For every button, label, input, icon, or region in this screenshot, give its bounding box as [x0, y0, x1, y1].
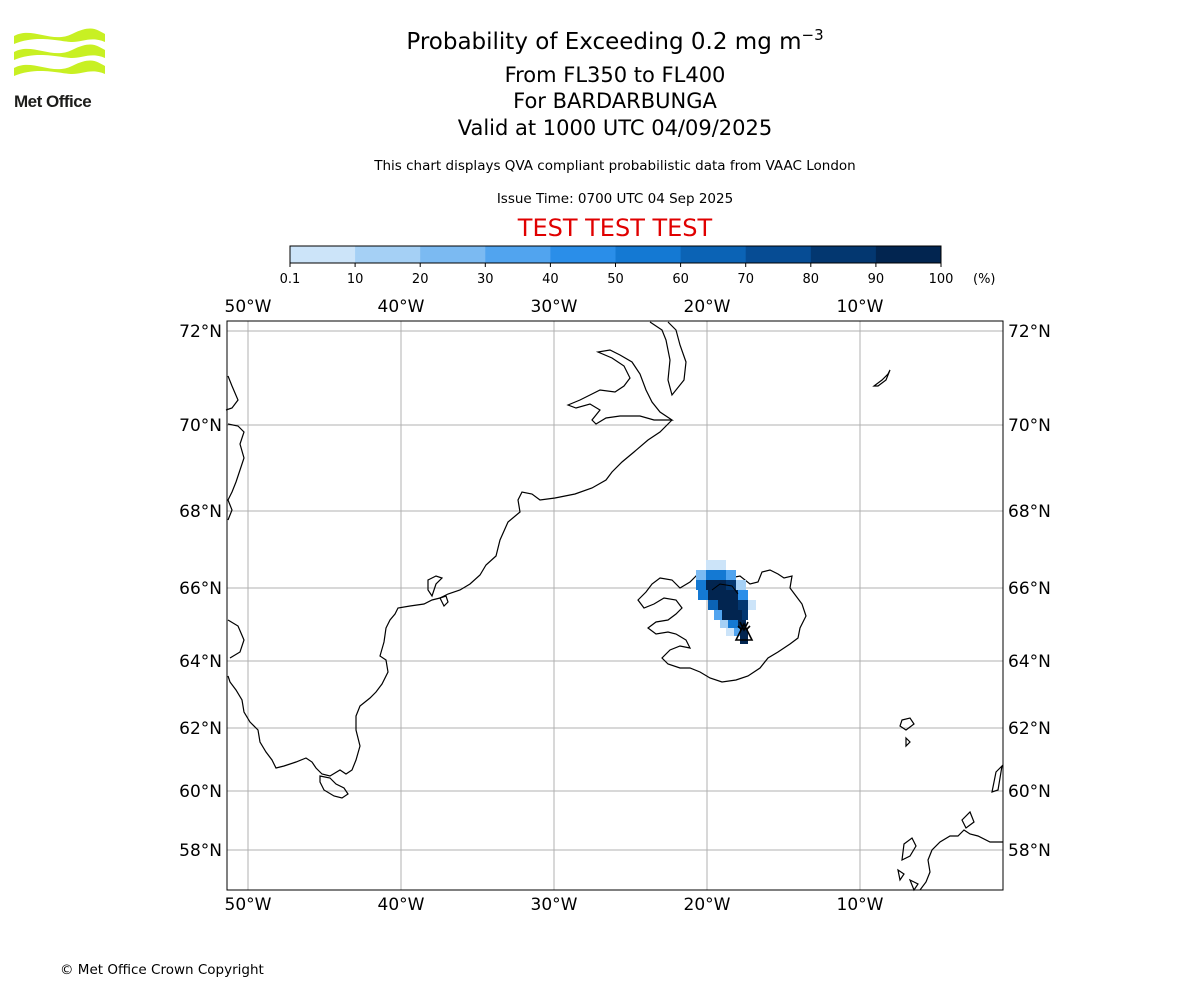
lat-label: 58°N	[179, 841, 222, 861]
met-office-logo-text: Met Office	[14, 92, 92, 111]
lat-label: 70°N	[1008, 416, 1051, 436]
lat-label: 58°N	[1008, 841, 1051, 861]
lat-label: 72°N	[179, 322, 222, 342]
scotland-coastline	[919, 829, 1003, 891]
lat-label: 70°N	[179, 416, 222, 436]
colorbar-segment	[875, 246, 942, 263]
longitude-labels-bottom: 50°W 40°W 30°W 20°W 10°W	[225, 895, 884, 915]
volcano-name: For BARDARBUNGA	[513, 89, 717, 113]
colorbar-segment	[810, 246, 877, 263]
iceland-coastline	[637, 569, 807, 683]
latitude-labels-left: 72°N 70°N 68°N 66°N 64°N 62°N 60°N 58°N	[179, 322, 222, 861]
met-office-wave-icon	[14, 28, 105, 76]
lat-label: 72°N	[1008, 322, 1051, 342]
lat-label: 62°N	[179, 719, 222, 739]
lat-label: 60°N	[1008, 782, 1051, 802]
colorbar-segment	[355, 246, 421, 263]
colorbar-tick-label: 10	[347, 272, 364, 287]
latitude-labels-right: 72°N 70°N 68°N 66°N 64°N 62°N 60°N 58°N	[1008, 322, 1051, 861]
colorbar: 0.1 10 20 30 40 50 60 70 80 90 100	[280, 245, 954, 287]
lat-label: 66°N	[1008, 579, 1051, 599]
colorbar-tick-label: 60	[672, 272, 689, 287]
lon-label: 20°W	[684, 895, 731, 915]
colorbar-tick-label: 70	[737, 272, 754, 287]
coastlines	[225, 321, 1003, 892]
lon-label: 40°W	[378, 895, 425, 915]
map-panel	[225, 320, 1004, 892]
chart-title: Probability of Exceeding 0.2 mg m−3	[0, 26, 1200, 55]
colorbar-tick-label: 90	[868, 272, 885, 287]
colorbar-segment	[420, 246, 486, 263]
lat-label: 66°N	[179, 579, 222, 599]
faroe-islands	[899, 717, 915, 748]
copyright-notice: © Met Office Crown Copyright	[60, 962, 264, 978]
colorbar-segment	[485, 246, 551, 263]
ash-probability-plume	[696, 560, 756, 644]
colorbar-tick-label: 80	[803, 272, 820, 287]
lon-label: 30°W	[531, 297, 578, 317]
met-office-logo: Met Office	[12, 28, 112, 118]
colorbar-tick-label: 0.1	[280, 272, 301, 287]
jan-mayen	[872, 369, 891, 387]
greenland-coastline	[227, 321, 687, 777]
longitude-labels-top: 50°W 40°W 30°W 20°W 10°W	[225, 297, 884, 317]
colorbar-tick-label: 20	[412, 272, 429, 287]
lat-label: 64°N	[1008, 652, 1051, 672]
lat-label: 68°N	[179, 502, 222, 522]
colorbar-tick-label: 30	[477, 272, 494, 287]
flight-level-range: From FL350 to FL400	[504, 63, 726, 87]
lon-label: 50°W	[225, 895, 272, 915]
colorbar-tick-label: 50	[607, 272, 624, 287]
lat-label: 60°N	[179, 782, 222, 802]
valid-time: Valid at 1000 UTC 04/09/2025	[457, 116, 773, 140]
lat-label: 64°N	[179, 652, 222, 672]
gridlines	[227, 321, 1003, 890]
shetland	[961, 764, 1003, 829]
colorbar-unit: (%)	[973, 272, 996, 287]
lon-label: 40°W	[378, 297, 425, 317]
lon-label: 30°W	[531, 895, 578, 915]
colorbar-tick-label: 100	[929, 272, 954, 287]
lat-label: 68°N	[1008, 502, 1051, 522]
colorbar-segment	[745, 246, 812, 263]
chart-title-text: Probability of Exceeding 0.2 mg m	[406, 29, 802, 55]
lon-label: 10°W	[837, 895, 884, 915]
lon-label: 20°W	[684, 297, 731, 317]
chart-title-superscript: −3	[801, 26, 824, 44]
lon-label: 10°W	[837, 297, 884, 317]
volcano-icon	[734, 621, 754, 641]
test-banner: TEST TEST TEST	[517, 214, 713, 242]
colorbar-tick-label: 40	[542, 272, 559, 287]
lat-label: 62°N	[1008, 719, 1051, 739]
colorbar-segment	[290, 246, 356, 263]
colorbar-segment	[680, 246, 747, 263]
colorbar-segment	[615, 246, 682, 263]
colorbar-segment	[550, 246, 616, 263]
lon-label: 50°W	[225, 297, 272, 317]
chart-description: This chart displays QVA compliant probab…	[374, 158, 856, 174]
issue-time: Issue Time: 0700 UTC 04 Sep 2025	[496, 191, 734, 207]
